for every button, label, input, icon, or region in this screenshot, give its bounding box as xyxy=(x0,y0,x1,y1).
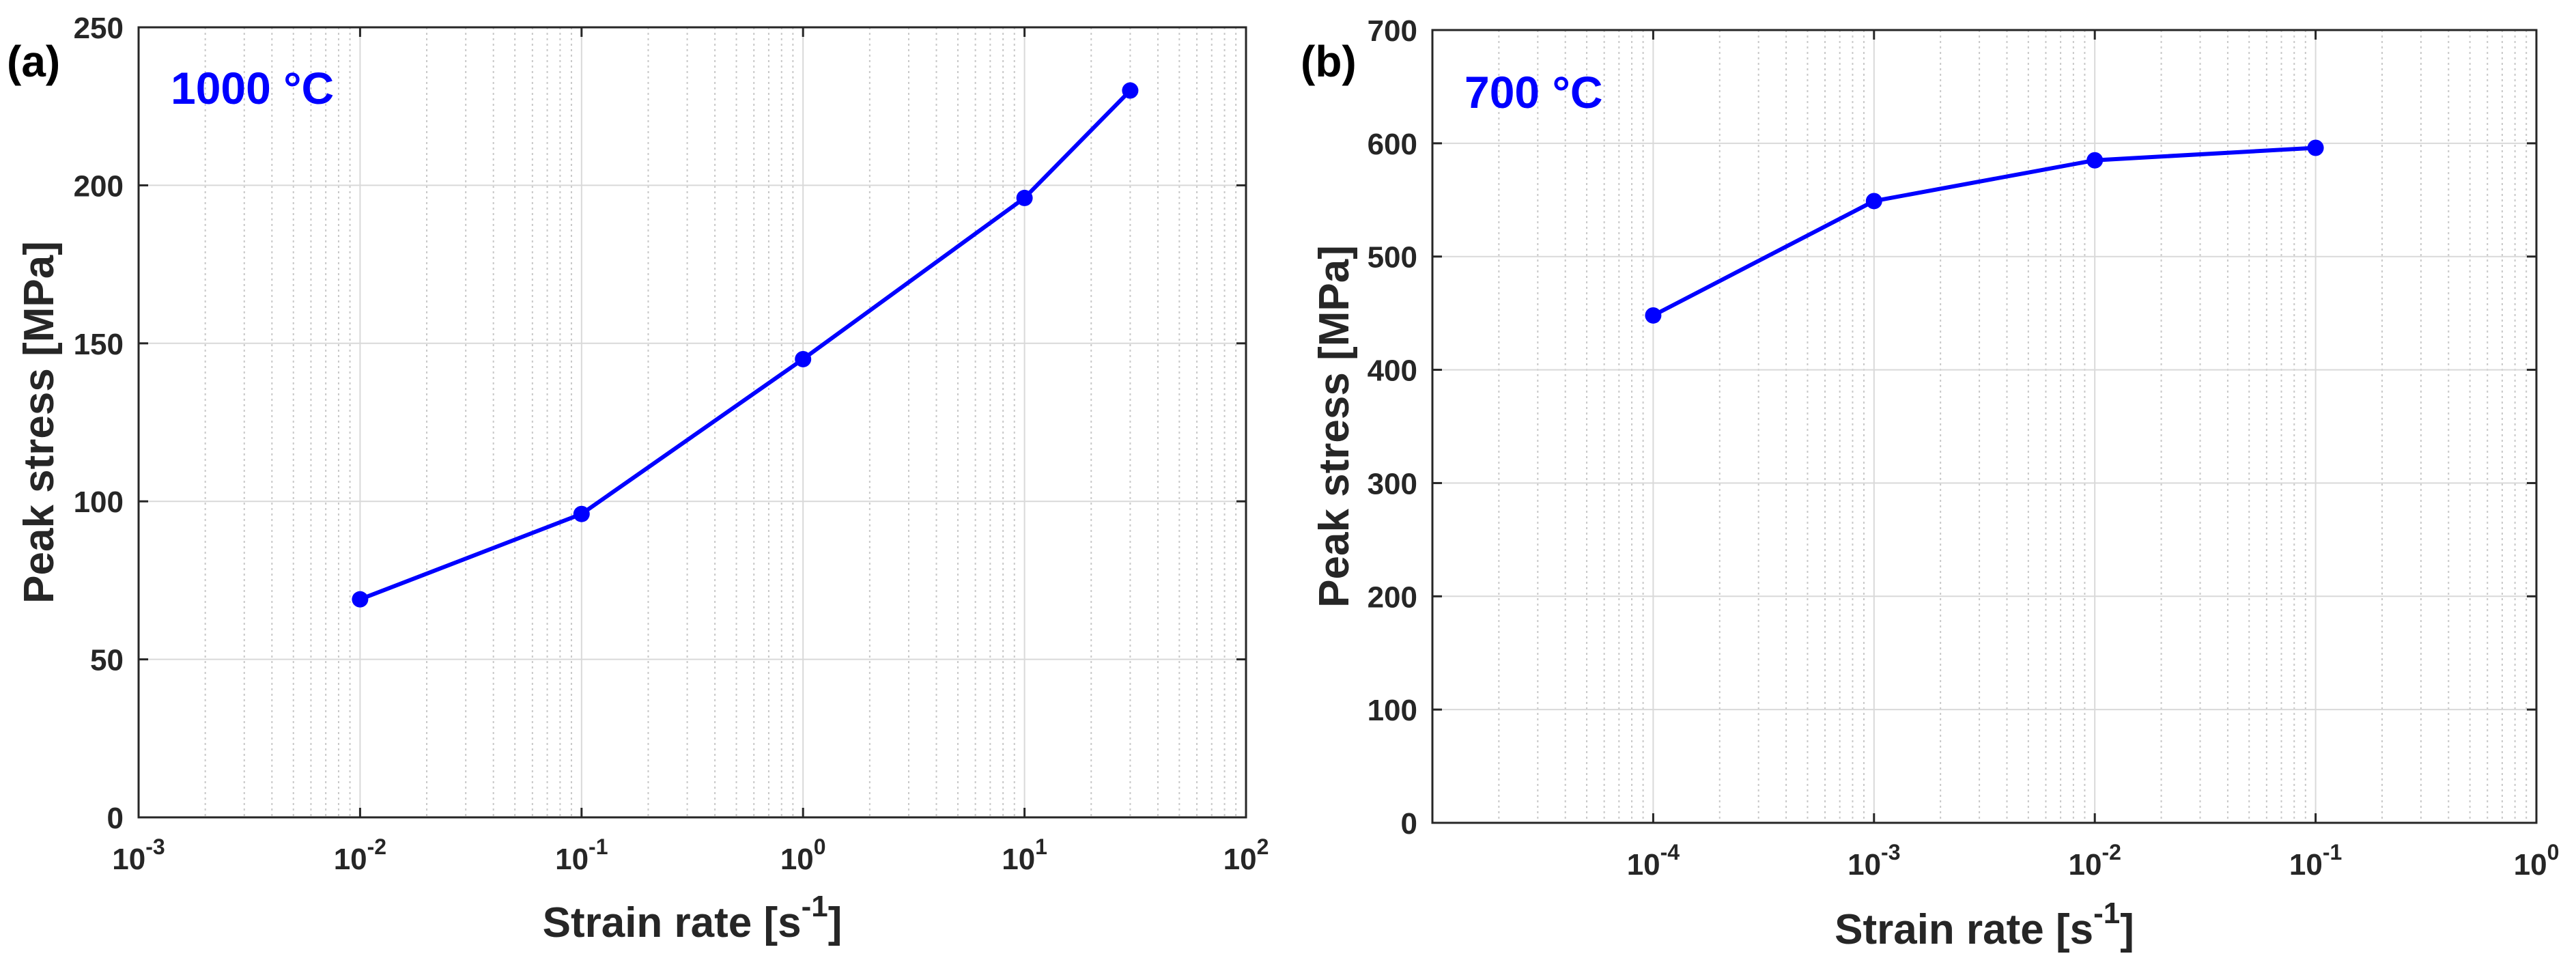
y-tick-label: 600 xyxy=(1368,128,1417,161)
x-tick-label: 10-2 xyxy=(334,834,386,876)
temperature-annotation: 700 °C xyxy=(1464,67,1603,117)
x-tick-exponent: -3 xyxy=(145,834,165,859)
y-tick-label: 200 xyxy=(1368,580,1417,614)
x-axis-label-main: Strain rate [s xyxy=(1835,906,2093,953)
axes-box xyxy=(1431,29,2538,824)
x-tick-base: 10 xyxy=(555,843,589,876)
data-point xyxy=(1645,307,1662,324)
y-tick-label: 400 xyxy=(1368,354,1417,388)
x-axis-label-main: Strain rate [s xyxy=(543,899,802,946)
plot-area xyxy=(1432,30,2536,823)
y-tick-label: 500 xyxy=(1368,241,1417,275)
x-tick-exponent: -2 xyxy=(367,834,386,859)
data-point xyxy=(352,591,369,608)
x-tick-label: 10-2 xyxy=(2068,840,2121,882)
x-axis-label: Strain rate [s-1] xyxy=(1835,897,2134,953)
x-tick-label: 101 xyxy=(1002,834,1047,876)
y-axis-label: Peak stress [MPa] xyxy=(1311,245,1358,608)
data-point xyxy=(573,505,590,522)
y-tick-label: 250 xyxy=(74,12,124,45)
x-tick-base: 10 xyxy=(2289,848,2323,882)
x-tick-exponent: -1 xyxy=(2323,840,2342,864)
x-tick-label: 102 xyxy=(1223,834,1269,876)
x-axis-label-end: ] xyxy=(828,899,843,946)
y-tick-label: 50 xyxy=(90,644,124,677)
temperature-annotation: 1000 °C xyxy=(171,63,334,113)
x-tick-exponent: -4 xyxy=(1660,840,1680,864)
x-tick-label: 10-3 xyxy=(112,834,165,876)
x-tick-label: 10-3 xyxy=(1848,840,1900,882)
y-tick-label: 100 xyxy=(1368,694,1417,727)
x-tick-label: 10-4 xyxy=(1627,840,1680,882)
x-tick-label: 10-1 xyxy=(555,834,608,876)
plot-area xyxy=(139,27,1246,817)
y-tick-label: 300 xyxy=(1368,467,1417,501)
x-tick-base: 10 xyxy=(2068,848,2101,882)
x-tick-exponent: 0 xyxy=(2547,840,2560,864)
x-axis-label: Strain rate [s-1] xyxy=(543,890,843,946)
y-tick-label: 0 xyxy=(107,802,124,835)
x-tick-exponent: -1 xyxy=(589,834,608,859)
x-tick-label: 100 xyxy=(2514,840,2560,882)
y-tick-label: 700 xyxy=(1368,14,1417,48)
panel-label: (a) xyxy=(7,37,60,86)
grid xyxy=(1432,30,2536,823)
x-axis-label-end: ] xyxy=(2120,906,2134,953)
x-axis-label-exponent: -1 xyxy=(2093,897,2120,930)
data-point xyxy=(2086,152,2104,169)
x-tick-exponent: -2 xyxy=(2101,840,2121,864)
x-tick-base: 10 xyxy=(780,843,814,876)
ticks xyxy=(1432,29,2538,824)
x-tick-exponent: 1 xyxy=(1035,834,1047,859)
x-tick-base: 10 xyxy=(2514,848,2547,882)
panel-label: (b) xyxy=(1301,37,1357,86)
x-tick-base: 10 xyxy=(1002,843,1035,876)
x-tick-base: 10 xyxy=(1848,848,1881,882)
series-line xyxy=(1652,145,2316,318)
x-tick-exponent: 0 xyxy=(814,834,826,859)
axes-box xyxy=(137,26,1247,819)
x-tick-base: 10 xyxy=(112,843,145,876)
ticks xyxy=(137,26,1247,819)
y-tick-label: 200 xyxy=(74,169,124,203)
data-point xyxy=(1865,193,1882,210)
x-axis-label-exponent: -1 xyxy=(802,890,828,923)
data-point xyxy=(795,350,812,367)
data-point xyxy=(2307,139,2324,156)
y-tick-label: 100 xyxy=(74,485,124,519)
y-tick-label: 0 xyxy=(1401,807,1417,841)
y-tick-label: 150 xyxy=(74,328,124,361)
x-tick-base: 10 xyxy=(1627,848,1660,882)
x-tick-label: 100 xyxy=(780,834,826,876)
x-tick-base: 10 xyxy=(1223,843,1257,876)
data-point xyxy=(1122,82,1139,99)
x-tick-exponent: -3 xyxy=(1881,840,1900,864)
x-tick-exponent: 2 xyxy=(1257,834,1269,859)
x-tick-label: 10-1 xyxy=(2289,840,2342,882)
y-axis-label: Peak stress [MPa] xyxy=(16,241,63,604)
x-tick-base: 10 xyxy=(334,843,367,876)
data-point xyxy=(1016,189,1033,206)
